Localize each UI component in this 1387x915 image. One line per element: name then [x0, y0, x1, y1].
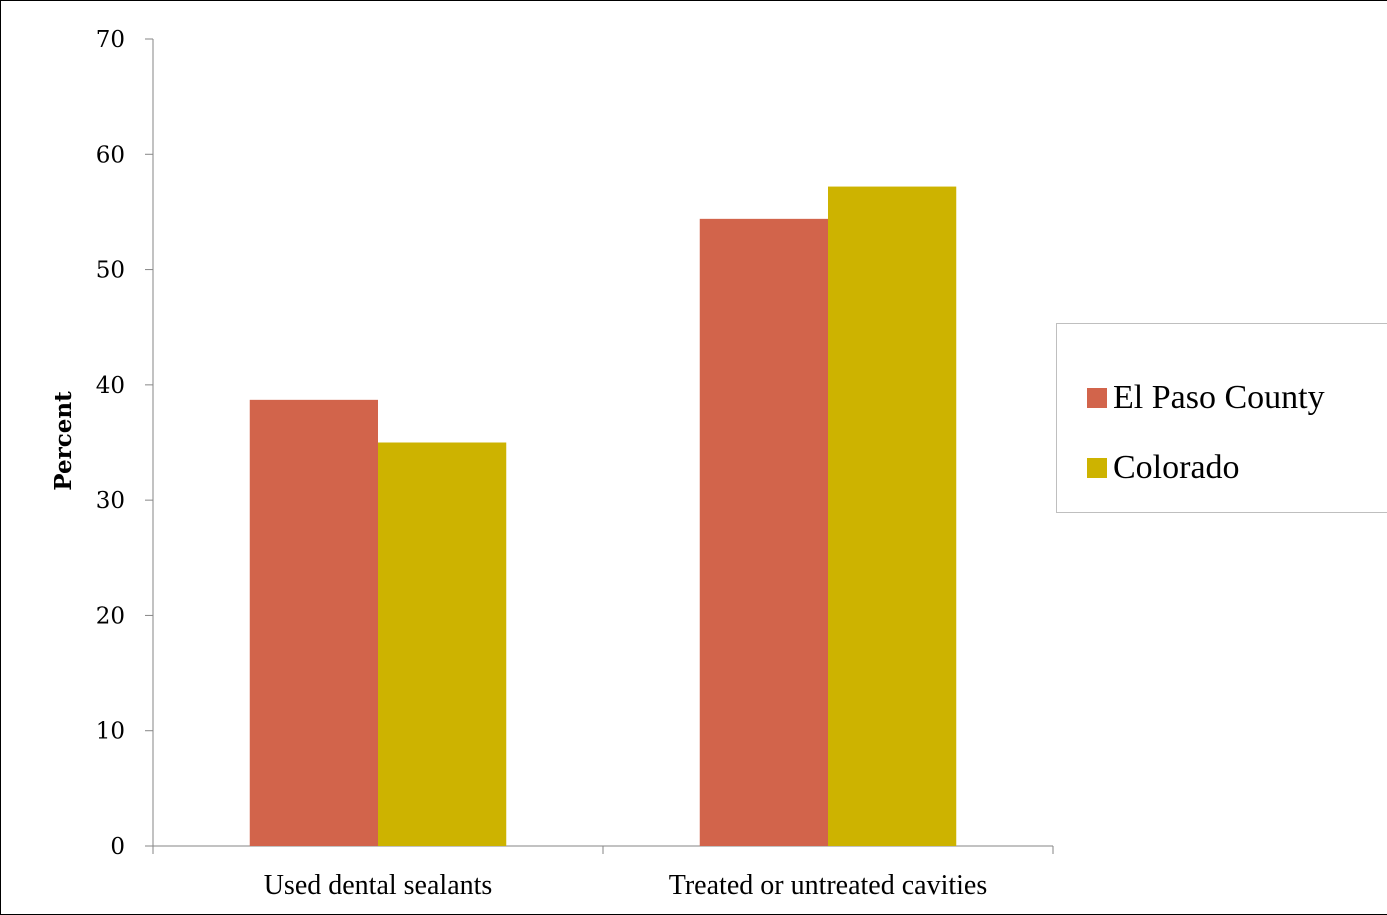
y-tick-label: 60: [96, 142, 125, 168]
legend-item-colorado: Colorado: [1087, 448, 1240, 488]
legend: El Paso County Colorado: [1056, 323, 1387, 513]
y-axis: 0 10 20 30 40 50 60 70: [96, 27, 154, 860]
bar-colorado: [378, 442, 507, 846]
legend-label-colorado: Colorado: [1113, 449, 1240, 486]
legend-item-el-paso-county: El Paso County: [1087, 378, 1325, 418]
bar-el-paso-county: [699, 218, 828, 847]
legend-swatch-colorado: [1087, 458, 1107, 478]
x-category-label: Treated or untreated cavities: [669, 870, 988, 901]
y-tick-label: 50: [96, 258, 125, 284]
x-category-label: Used dental sealants: [264, 870, 493, 901]
y-tick-label: 70: [96, 27, 125, 53]
y-tick-label: 20: [96, 603, 125, 629]
bar-el-paso-county: [249, 399, 378, 846]
legend-swatch-el-paso-county: [1087, 388, 1107, 408]
legend-label-el-paso-county: El Paso County: [1113, 379, 1325, 416]
bar-colorado: [828, 186, 957, 846]
y-tick-label: 40: [96, 373, 125, 399]
y-axis-title: Percent: [50, 391, 77, 491]
y-tick-label: 10: [96, 719, 125, 745]
bars: [249, 186, 957, 847]
y-tick-label: 0: [110, 834, 125, 860]
x-axis: Used dental sealants Treated or untreated…: [152, 845, 1054, 901]
y-tick-label: 30: [96, 488, 125, 514]
